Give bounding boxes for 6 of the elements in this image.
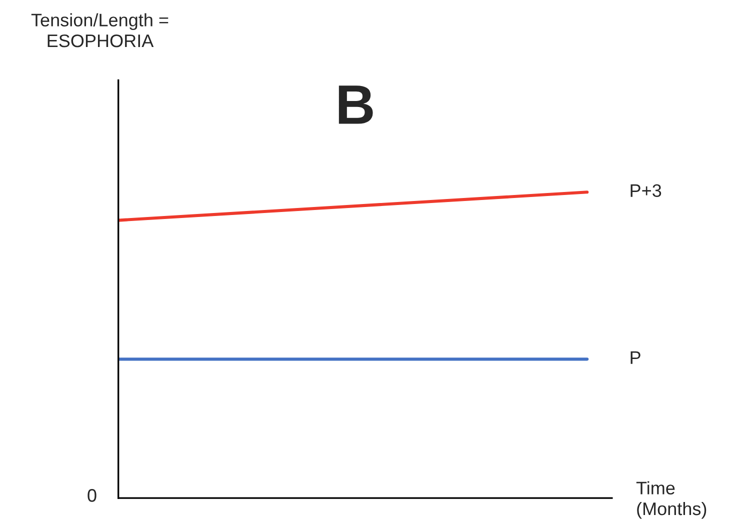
annotation: 0 — [88, 489, 96, 502]
text: Tension/Length = ESOPHORIA — [31, 13, 168, 48]
text: P+3 — [630, 184, 662, 197]
text: P — [630, 351, 640, 364]
chart-title: B — [338, 86, 373, 124]
x-axis-title: Time (Months) — [636, 481, 706, 519]
